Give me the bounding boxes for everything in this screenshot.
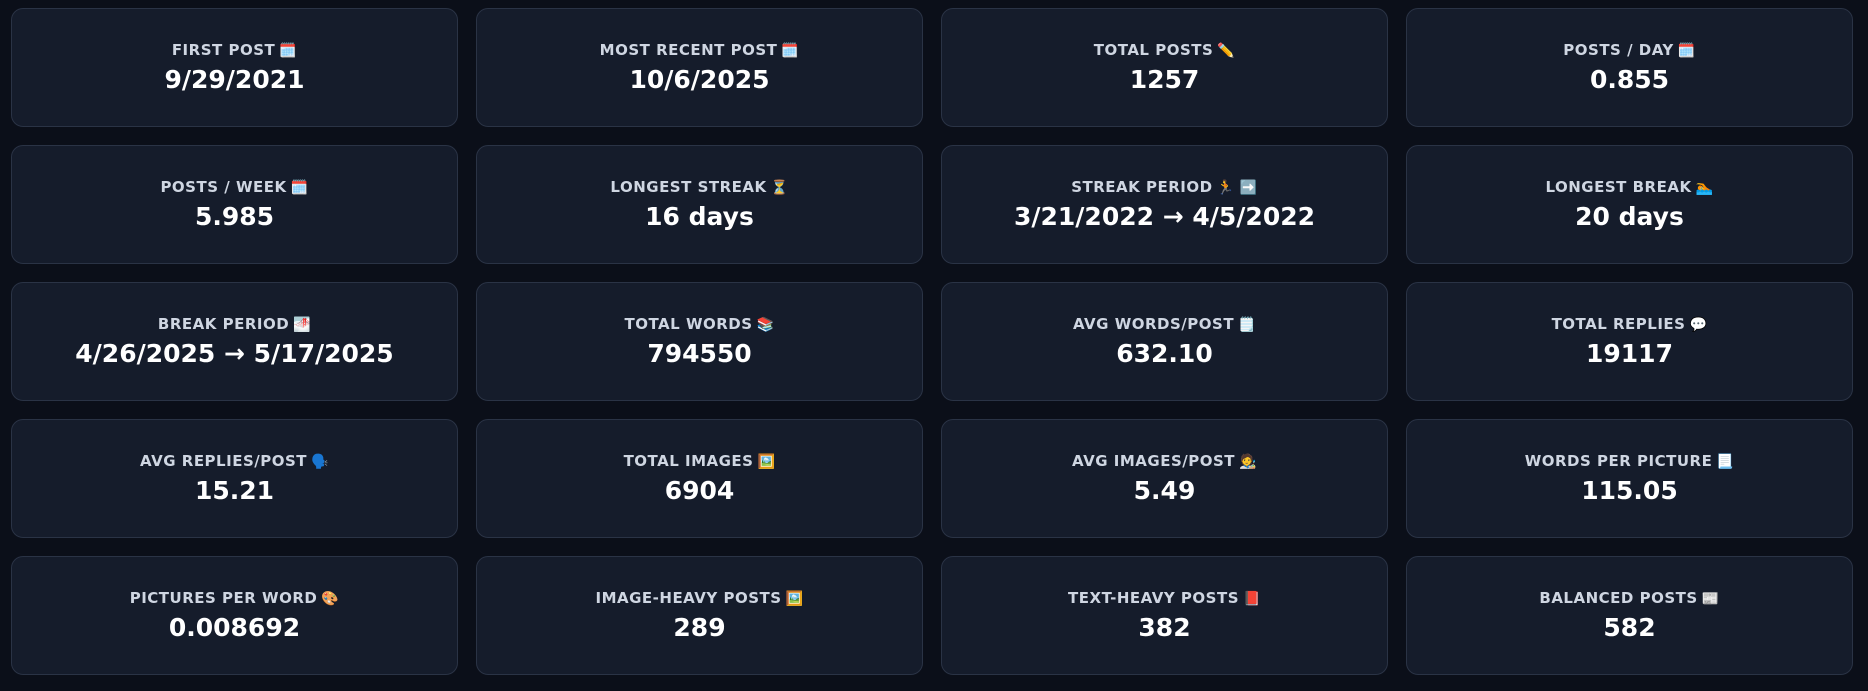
framed-picture-icon: 🖼️ bbox=[757, 454, 776, 470]
stat-card-break-period: BREAK PERIOD 🌁 4/26/2025 → 5/17/2025 bbox=[11, 282, 458, 401]
stat-value: 20 days bbox=[1575, 202, 1684, 231]
stat-label: STREAK PERIOD 🏃 ➡️ bbox=[1071, 178, 1258, 196]
stat-label: TEXT-HEAVY POSTS 📕 bbox=[1068, 589, 1261, 607]
stat-card-text-heavy-posts: TEXT-HEAVY POSTS 📕 382 bbox=[941, 556, 1388, 675]
picture-icon: 🌁 bbox=[293, 317, 312, 333]
stat-card-total-posts: TOTAL POSTS ✏️ 1257 bbox=[941, 8, 1388, 127]
palette-icon: 🎨 bbox=[321, 591, 340, 607]
stat-label: IMAGE-HEAVY POSTS 🖼️ bbox=[595, 589, 804, 607]
stat-card-longest-break: LONGEST BREAK 🏊 20 days bbox=[1406, 145, 1853, 264]
stat-value: 289 bbox=[673, 613, 726, 642]
stat-label: POSTS / DAY 🗓️ bbox=[1563, 41, 1696, 59]
stat-card-first-post: FIRST POST 🗓️ 9/29/2021 bbox=[11, 8, 458, 127]
newspaper-icon: 📰 bbox=[1701, 591, 1720, 607]
stat-card-posts-per-week: POSTS / WEEK 🗓️ 5.985 bbox=[11, 145, 458, 264]
stat-label: FIRST POST 🗓️ bbox=[171, 41, 298, 59]
artist-icon: 🧑‍🎨 bbox=[1239, 454, 1257, 470]
stat-label: BREAK PERIOD 🌁 bbox=[157, 315, 312, 333]
stat-value: 16 days bbox=[645, 202, 754, 231]
stat-value: 582 bbox=[1603, 613, 1656, 642]
calendar-icon: 🗓️ bbox=[1677, 43, 1696, 59]
stat-value: 4/26/2025 → 5/17/2025 bbox=[75, 339, 394, 368]
stat-label: WORDS PER PICTURE 📃 bbox=[1524, 452, 1735, 470]
calendar-icon: 🗓️ bbox=[290, 180, 309, 196]
calendar-icon: 🗓️ bbox=[781, 43, 800, 59]
stat-card-total-images: TOTAL IMAGES 🖼️ 6904 bbox=[476, 419, 923, 538]
stat-value: 632.10 bbox=[1116, 339, 1213, 368]
stat-value: 15.21 bbox=[194, 476, 275, 505]
stat-label: BALANCED POSTS 📰 bbox=[1539, 589, 1720, 607]
stat-value: 9/29/2021 bbox=[164, 65, 305, 94]
speaking-head-icon: 🗣️ bbox=[311, 454, 329, 470]
stat-value: 0.855 bbox=[1589, 65, 1670, 94]
stat-label: TOTAL WORDS 📚 bbox=[624, 315, 775, 333]
stat-card-total-replies: TOTAL REPLIES 💬 19117 bbox=[1406, 282, 1853, 401]
stat-value: 6904 bbox=[664, 476, 735, 505]
stat-card-avg-words-per-post: AVG WORDS/POST 🗒️ 632.10 bbox=[941, 282, 1388, 401]
stat-card-most-recent-post: MOST RECENT POST 🗓️ 10/6/2025 bbox=[476, 8, 923, 127]
person-resting-icon: 🏊 bbox=[1695, 180, 1714, 196]
stat-card-words-per-picture: WORDS PER PICTURE 📃 115.05 bbox=[1406, 419, 1853, 538]
stat-card-avg-replies-per-post: AVG REPLIES/POST 🗣️ 15.21 bbox=[11, 419, 458, 538]
stat-value: 5.985 bbox=[194, 202, 275, 231]
stat-label: LONGEST BREAK 🏊 bbox=[1545, 178, 1714, 196]
stat-label: AVG REPLIES/POST 🗣️ bbox=[140, 452, 329, 470]
stat-label: PICTURES PER WORD 🎨 bbox=[129, 589, 340, 607]
framed-picture-icon: 🖼️ bbox=[785, 591, 804, 607]
stat-label: MOST RECENT POST 🗓️ bbox=[599, 41, 800, 59]
stat-card-longest-streak: LONGEST STREAK ⏳ 16 days bbox=[476, 145, 923, 264]
stat-card-balanced-posts: BALANCED POSTS 📰 582 bbox=[1406, 556, 1853, 675]
stat-label: LONGEST STREAK ⏳ bbox=[610, 178, 789, 196]
hourglass-icon: ⏳ bbox=[770, 180, 789, 196]
stat-card-image-heavy-posts: IMAGE-HEAVY POSTS 🖼️ 289 bbox=[476, 556, 923, 675]
stat-value: 115.05 bbox=[1581, 476, 1678, 505]
stat-label: TOTAL REPLIES 💬 bbox=[1551, 315, 1708, 333]
stat-value: 3/21/2022 → 4/5/2022 bbox=[1013, 202, 1315, 231]
stat-label: TOTAL IMAGES 🖼️ bbox=[623, 452, 776, 470]
stat-label: POSTS / WEEK 🗓️ bbox=[160, 178, 309, 196]
stat-value: 1257 bbox=[1129, 65, 1200, 94]
speech-bubble-icon: 💬 bbox=[1689, 317, 1708, 333]
calendar-icon: 🗓️ bbox=[279, 43, 298, 59]
page-icon: 📃 bbox=[1716, 454, 1735, 470]
stat-card-total-words: TOTAL WORDS 📚 794550 bbox=[476, 282, 923, 401]
stat-label: AVG IMAGES/POST 🧑‍🎨 bbox=[1072, 452, 1257, 470]
stat-label: AVG WORDS/POST 🗒️ bbox=[1072, 315, 1257, 333]
stat-card-posts-per-day: POSTS / DAY 🗓️ 0.855 bbox=[1406, 8, 1853, 127]
stat-label: TOTAL POSTS ✏️ bbox=[1093, 41, 1236, 59]
runner-arrow-icon: 🏃 ➡️ bbox=[1216, 180, 1258, 196]
stat-value: 0.008692 bbox=[168, 613, 301, 642]
stat-value: 382 bbox=[1138, 613, 1191, 642]
stat-card-avg-images-per-post: AVG IMAGES/POST 🧑‍🎨 5.49 bbox=[941, 419, 1388, 538]
stat-card-pictures-per-word: PICTURES PER WORD 🎨 0.008692 bbox=[11, 556, 458, 675]
document-icon: 🗒️ bbox=[1238, 317, 1257, 333]
pencil-icon: ✏️ bbox=[1217, 43, 1236, 59]
stat-value: 5.49 bbox=[1133, 476, 1196, 505]
red-book-icon: 📕 bbox=[1243, 591, 1261, 607]
stat-card-streak-period: STREAK PERIOD 🏃 ➡️ 3/21/2022 → 4/5/2022 bbox=[941, 145, 1388, 264]
stat-value: 19117 bbox=[1586, 339, 1673, 368]
stat-value: 10/6/2025 bbox=[629, 65, 770, 94]
books-icon: 📚 bbox=[756, 317, 775, 333]
stat-value: 794550 bbox=[647, 339, 752, 368]
